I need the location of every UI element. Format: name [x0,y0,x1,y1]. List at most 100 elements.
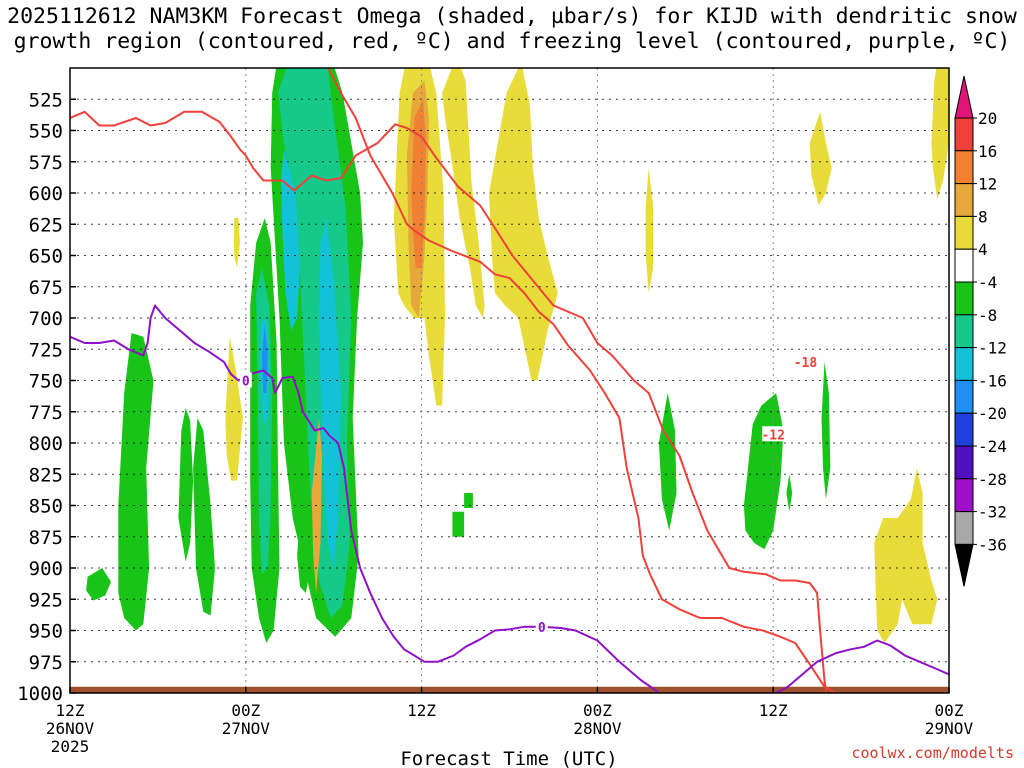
omega-region [411,99,426,268]
y-tick-label: 550 [29,121,63,143]
colorbar-label: 12 [978,175,997,194]
omega-region [489,68,558,381]
contour-lines [70,68,949,693]
colorbar-bin [954,183,974,217]
colorbar-label: -32 [978,503,1007,522]
omega-region [452,511,465,537]
colorbar-label: 20 [978,109,997,128]
x-tick-label: 26NOV [46,719,95,738]
colorbar-label: -12 [978,339,1007,358]
dgz-contour-label: -18 [794,356,818,371]
title-line-1: 2025112612 NAM3KM Forecast Omega (shaded… [7,4,1017,29]
fz-label-bg [535,618,548,634]
x-tick-label: 12Z [56,701,85,720]
y-tick-label: 725 [29,339,63,361]
colorbar-bin [954,478,974,513]
colorbar-label: -8 [978,306,997,325]
y-tick-label: 700 [29,308,63,330]
y-tick-label: 775 [29,402,63,424]
omega-region [319,218,341,568]
freezing-level-label: 0 [538,621,546,636]
x-tick-label: 00Z [935,701,964,720]
colorbar-label: -36 [978,535,1007,554]
colorbar-bin [954,281,974,316]
y-tick-label: 625 [29,214,63,236]
y-tick-label: 950 [29,621,63,643]
colorbar-bin [954,445,974,480]
colorbar-bin [954,412,974,447]
colorbar-label: 16 [978,142,997,161]
omega-region [281,149,300,331]
x-tick-label: 00Z [231,701,260,720]
omega-region [118,333,154,631]
colorbar-bin [954,511,974,545]
omega-region [821,361,831,500]
dgz-contour-line [327,68,838,693]
x-tick-label: 12Z [759,701,788,720]
omega-region [809,111,832,206]
x-tick-label: 12Z [407,701,436,720]
x-tick-label: 29NOV [925,719,974,738]
x-tick-label: 2025 [51,737,90,756]
y-tick-label: 600 [29,183,63,205]
colorbar-label: -24 [978,437,1007,456]
colorbar-bin [954,314,974,349]
omega-region [261,324,268,393]
colorbar-label: 4 [978,240,988,259]
y-tick-label: 650 [29,246,63,268]
omega-shading [86,68,949,643]
omega-region [86,568,111,601]
omega-region [931,68,949,200]
colorbar-label: 8 [978,207,988,226]
y-tick-label: 575 [29,152,63,174]
dgz-label-bg [794,353,817,369]
colorbar-bin [954,248,974,283]
colorbar-label: -4 [978,273,997,292]
freezing-level-line [70,304,660,693]
colorbar-bottom-arrow [954,543,974,587]
colorbar-top-arrow [954,75,974,119]
colorbar-label: -20 [978,404,1007,423]
omega-region [786,474,793,512]
y-tick-label: 925 [29,589,63,611]
chart-title: 2025112612 NAM3KM Forecast Omega (shaded… [0,4,1024,54]
contour-labels: -18 -12 0 0 [239,353,818,636]
omega-region [464,493,473,508]
colorbar-label: -28 [978,470,1007,489]
title-line-2: growth region (contoured, red, ºC) and f… [13,29,1011,54]
colorbar-bin [954,379,974,414]
dgz-contour-label: -12 [761,428,784,443]
colorbar: 20 16 12 8 4 -4 -8 -12 -16 -20 -24 -28 -32 -36 [954,75,1007,587]
colorbar-bin [954,117,974,152]
watermark: coolwx.com/modelts [851,744,1014,762]
dgz-label-bg [762,426,785,442]
x-axis-label: Forecast Time (UTC) [400,748,617,768]
x-tick-label: 27NOV [222,719,271,738]
y-tick-label: 875 [29,527,63,549]
omega-region [645,168,654,293]
y-tick-label: 825 [29,464,63,486]
y-tick-label: 850 [29,496,63,518]
x-tick-label: 28NOV [573,719,622,738]
omega-region [193,418,215,616]
y-tick-label: 675 [29,277,63,299]
y-tick-label: 525 [29,89,63,111]
x-tick-label: 00Z [583,701,612,720]
colorbar-bin [954,215,974,250]
colorbar-bin [954,347,974,381]
y-tick-label: 750 [29,371,63,393]
terrain-strip [70,686,949,693]
y-tick-label: 1000 [17,683,63,705]
omega-region [297,480,311,593]
omega-region [178,408,194,562]
omega-region [658,393,677,531]
y-tick-label: 800 [29,433,63,455]
terrain-layer [70,686,949,693]
colorbar-bin [954,150,974,185]
fz-label-bg [239,372,252,388]
y-tick-label: 900 [29,558,63,580]
y-axis: 525 550 575 600 625 650 675 700 725 750 775 800 825 8… [17,89,76,705]
dgz-contour-line [70,110,828,693]
